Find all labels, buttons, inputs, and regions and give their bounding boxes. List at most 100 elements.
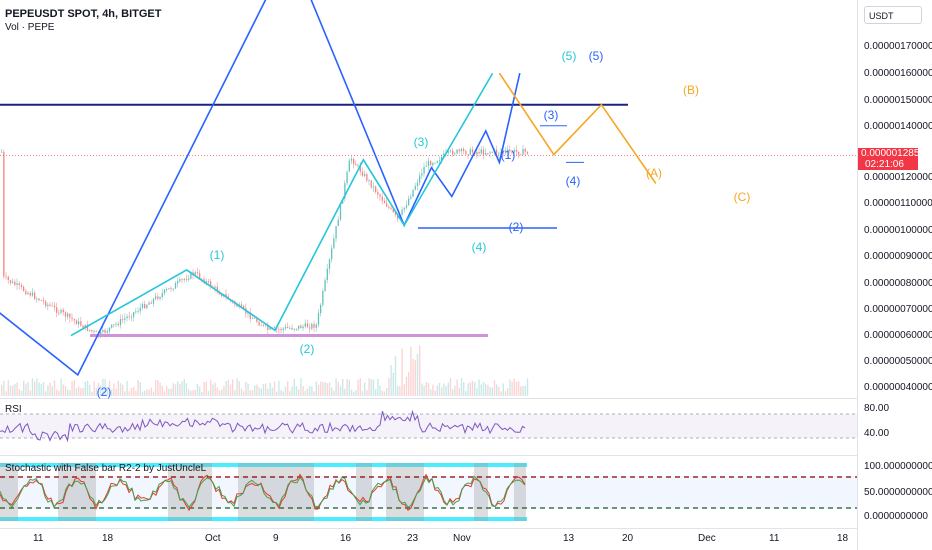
candle-body [449,150,452,152]
candle-body [201,278,203,280]
volume-bar [423,385,425,396]
stoch-panel-label[interactable]: Stochastic with False bar R2-2 by JustUn… [5,463,207,474]
volume-bar [199,386,201,396]
volume-bar [221,389,223,396]
candle-body [174,283,177,289]
volume-bar [194,389,196,396]
volume-bar [170,388,172,396]
pane-separator-main[interactable] [0,398,857,399]
candle-body [192,272,194,275]
wave-label-blue: (2) [97,385,112,399]
volume-bar [256,384,258,396]
time-axis-label: 13 [563,533,575,544]
volume-bar [190,390,192,396]
pane-separator-rsi[interactable] [0,455,857,456]
volume-bar [368,378,370,396]
volume-bar [480,384,482,396]
candle-body [25,290,27,295]
volume-bar [500,391,502,396]
candle-body [148,302,150,305]
volume-bar [31,378,34,396]
time-axis-label: 11 [33,533,44,544]
candle-body [273,327,276,329]
volume-bar [496,384,498,396]
candle-body [392,208,394,213]
candle-body [128,316,130,318]
candle-body [383,200,386,204]
volume-bar [287,381,289,396]
volume-bar [102,378,104,396]
candle-body [436,161,438,163]
volume-bar [36,378,38,396]
volume-bar [478,379,480,396]
volume-bar [271,387,273,396]
candle-body [161,293,163,298]
volume-bar [179,383,181,396]
candle-body [144,304,146,309]
volume-bar [245,381,247,396]
volume-bar [67,389,69,396]
candle-body [137,311,139,312]
candle-body [315,324,317,328]
volume-bar [75,388,78,396]
wave-label-blue: (1) [501,148,516,162]
chart-canvas[interactable]: (1) (2) (3) (4) (5) (2) (1) (2) (3) (4) (5) (A) (B) (… [0,0,857,528]
volume-bar [438,382,441,396]
candle-body [146,304,148,309]
rsi-layer [0,409,857,443]
candle-body [9,280,12,283]
currency-selector[interactable]: USDT [864,6,922,24]
volume-bar [434,390,436,396]
candle-body [463,148,465,152]
wave-label-blue: (4) [566,174,581,188]
candle-body [331,248,333,260]
volume-indicator-label[interactable]: Vol · PEPE [5,22,55,33]
candle-body [359,165,361,172]
volume-bar [84,381,86,396]
volume-bar [117,380,119,396]
candle-body [346,171,348,184]
volume-bar [467,383,469,396]
candle-body [236,304,238,307]
time-axis-label: 11 [769,533,780,544]
candles-layer [1,145,529,339]
volume-bar [104,379,106,396]
candle-body [511,151,513,153]
candle-body [190,272,192,279]
candle-body [372,186,375,188]
candle-body [51,305,53,307]
wave-label-blue: (2) [509,220,524,234]
stoch-shade [58,463,96,521]
candle-body [412,189,414,197]
volume-bar [388,378,390,396]
candle-body [115,323,117,325]
volume-bar [247,383,249,396]
candle-body [390,207,392,209]
time-axis-label: 23 [407,533,419,544]
volume-bar [78,386,80,396]
candle-body [38,298,40,301]
candle-body [386,203,388,207]
price-axis-label: 0.00000050000 [864,356,932,367]
volume-bar [148,389,150,396]
volume-bar [155,379,157,396]
volume-bar [89,384,91,396]
volume-bar [291,386,293,396]
rsi-panel-label[interactable]: RSI [5,404,22,415]
volume-bar [137,379,139,396]
volume-bar [218,390,221,396]
volume-bar [403,384,405,396]
candle-body [423,166,425,174]
symbol-title[interactable]: PEPEUSDT SPOT, 4h, BITGET [5,8,162,20]
volume-bar [185,383,188,396]
candle-body [183,279,185,280]
candle-body [194,272,196,275]
volume-bar [124,391,126,396]
wave-label-orange: (A) [646,166,662,180]
candle-body [113,324,115,326]
volume-bar [254,385,256,396]
volume-bar [502,383,504,396]
volume-bar [379,385,381,396]
stoch-layer [0,463,857,521]
candle-body [304,323,306,327]
